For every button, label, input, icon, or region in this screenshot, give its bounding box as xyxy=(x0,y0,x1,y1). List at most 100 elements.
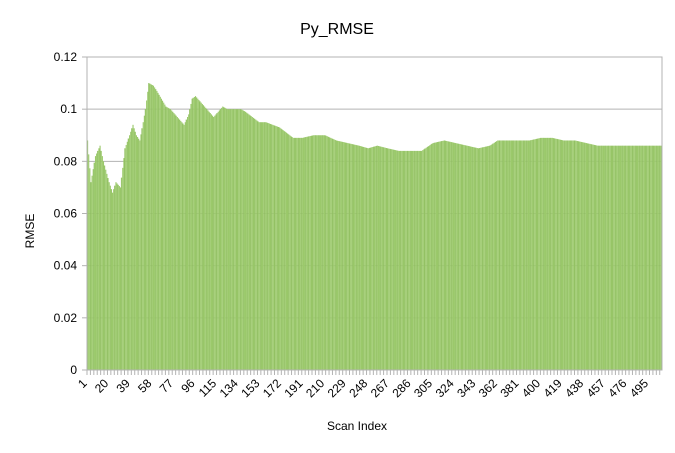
bar xyxy=(368,147,370,370)
bar xyxy=(604,145,606,370)
bar xyxy=(177,118,180,370)
bar xyxy=(660,145,662,370)
bar xyxy=(280,128,282,370)
bar xyxy=(331,138,333,370)
bar xyxy=(424,148,426,370)
bar xyxy=(372,146,374,370)
bar xyxy=(560,139,562,370)
bar xyxy=(274,125,276,370)
bar xyxy=(125,145,127,370)
bar xyxy=(179,119,181,370)
bar xyxy=(527,140,530,370)
bar xyxy=(360,146,362,370)
bar xyxy=(164,104,166,370)
bar xyxy=(506,140,508,370)
bar xyxy=(221,107,223,371)
bar xyxy=(489,145,491,370)
bar xyxy=(373,146,375,370)
bar xyxy=(637,145,639,370)
bar xyxy=(473,147,475,370)
bar xyxy=(131,128,133,370)
bar xyxy=(169,109,172,371)
bar xyxy=(362,146,364,370)
bar xyxy=(349,143,351,370)
bar xyxy=(189,109,191,371)
bar xyxy=(389,148,391,370)
bar xyxy=(162,100,164,370)
bar xyxy=(419,150,422,370)
bar xyxy=(610,145,612,370)
bar xyxy=(612,145,614,370)
bar xyxy=(538,138,540,370)
bar xyxy=(418,150,420,370)
bar xyxy=(298,137,300,370)
bar xyxy=(430,144,432,370)
bar xyxy=(159,96,161,370)
bar xyxy=(357,145,359,370)
x-tick-label: 172 xyxy=(260,376,284,400)
bar xyxy=(237,109,239,371)
bar xyxy=(501,140,503,370)
bar xyxy=(391,149,393,370)
bar xyxy=(643,145,645,370)
y-tick-label: 0.06 xyxy=(54,207,78,221)
bar xyxy=(596,145,598,370)
bar xyxy=(480,147,482,370)
bar xyxy=(175,115,177,370)
bar xyxy=(640,145,642,370)
bar-series xyxy=(86,83,662,371)
bar xyxy=(272,124,274,370)
bar xyxy=(196,97,198,371)
bar xyxy=(247,113,249,370)
bar xyxy=(113,189,115,370)
bar xyxy=(141,128,143,370)
bar xyxy=(449,141,451,370)
bar xyxy=(104,165,106,370)
bar xyxy=(94,156,97,370)
bar xyxy=(500,140,502,370)
bar xyxy=(168,108,170,370)
bar xyxy=(558,139,560,370)
bar xyxy=(408,150,410,370)
bar xyxy=(509,140,511,370)
bar xyxy=(656,145,658,370)
bar xyxy=(242,110,244,370)
bar xyxy=(550,137,552,370)
bar xyxy=(182,123,184,370)
bar xyxy=(433,142,435,370)
bar xyxy=(252,117,255,370)
x-tick-label: 286 xyxy=(389,376,413,400)
bar xyxy=(116,183,118,370)
bar xyxy=(547,137,549,370)
bar xyxy=(160,98,162,370)
bar xyxy=(607,145,609,370)
bar xyxy=(516,140,518,370)
bar xyxy=(114,185,116,370)
bar xyxy=(598,145,600,370)
bar xyxy=(147,91,149,370)
bar xyxy=(315,135,317,370)
bar xyxy=(439,141,441,370)
bar xyxy=(440,141,442,370)
bar xyxy=(183,124,185,370)
bar xyxy=(458,143,460,370)
bar xyxy=(454,142,456,370)
bar xyxy=(477,148,480,370)
bar xyxy=(257,121,259,370)
bar xyxy=(152,85,155,370)
bar xyxy=(281,129,283,370)
bar xyxy=(304,137,306,370)
bar xyxy=(476,148,478,370)
bar xyxy=(541,137,543,370)
x-axis-label: Scan Index xyxy=(327,419,387,433)
bar xyxy=(465,145,467,370)
bar xyxy=(363,146,365,370)
bar xyxy=(232,109,234,371)
bar xyxy=(208,111,210,371)
bar xyxy=(344,142,347,370)
bar xyxy=(383,147,385,370)
bar xyxy=(555,138,557,370)
bar xyxy=(108,182,110,370)
bar xyxy=(518,140,520,370)
bar xyxy=(567,140,569,370)
